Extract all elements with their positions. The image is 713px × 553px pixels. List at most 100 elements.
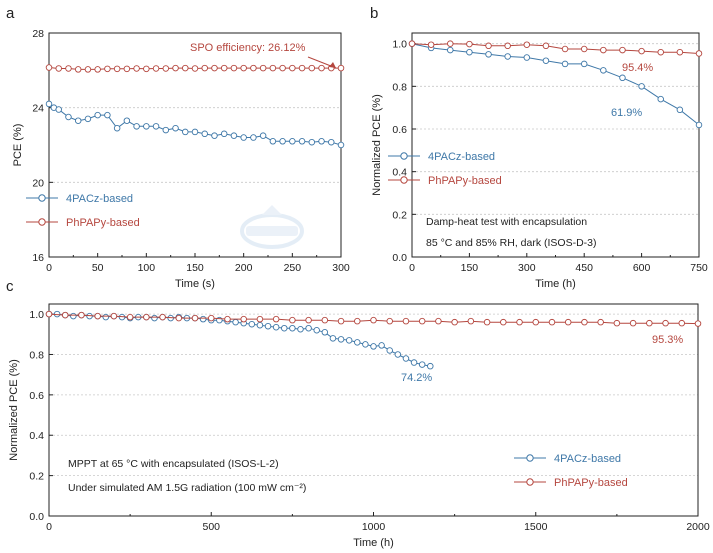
- data-point: [133, 123, 140, 130]
- data-point: [152, 65, 160, 72]
- data-point: [143, 123, 150, 130]
- x-tick-label: 50: [92, 262, 104, 274]
- data-point: [581, 318, 588, 326]
- data-point: [264, 322, 272, 330]
- data-point: [394, 351, 402, 358]
- data-point: [201, 130, 208, 138]
- data-point: [695, 50, 703, 57]
- data-point: [102, 313, 110, 321]
- panel-c: c 0 500 1000 1500 2000 0.0 0.2 0.4 0.6 0.8 1.0 Time …: [6, 278, 710, 549]
- data-point: [523, 41, 531, 48]
- y-axis-label: PCE (%): [12, 124, 24, 167]
- data-point: [211, 132, 218, 139]
- y-tick-label: 24: [32, 103, 44, 115]
- data-point: [345, 337, 353, 344]
- data-point: [182, 128, 189, 136]
- data-point: [402, 355, 410, 362]
- data-point: [65, 65, 72, 72]
- x-axis-label: Time (h): [535, 278, 576, 290]
- data-point: [61, 311, 69, 319]
- data-point: [485, 42, 492, 50]
- data-point: [362, 341, 369, 348]
- data-point: [321, 316, 329, 324]
- x-tick-label: 100: [138, 262, 156, 274]
- data-point: [321, 329, 329, 336]
- data-point: [45, 100, 53, 108]
- panel-letter: b: [370, 5, 378, 22]
- data-point: [386, 317, 393, 325]
- x-axis-label: Time (s): [175, 278, 215, 290]
- data-point: [94, 312, 101, 320]
- data-point: [451, 318, 458, 326]
- data-point: [94, 111, 101, 119]
- data-point: [532, 318, 540, 326]
- data-point: [281, 324, 288, 332]
- legend-marker: [526, 454, 534, 462]
- data-point: [250, 64, 257, 72]
- data-point: [272, 323, 280, 331]
- data-point: [580, 60, 588, 68]
- data-point: [84, 115, 92, 123]
- y-tick-label: 0.2: [29, 471, 44, 483]
- data-point: [289, 324, 296, 332]
- data-point: [110, 312, 118, 320]
- data-point: [104, 111, 111, 119]
- data-point: [305, 316, 312, 324]
- data-point: [638, 47, 645, 55]
- data-point: [427, 362, 434, 370]
- watermark-logo: [240, 205, 304, 249]
- data-point: [211, 64, 218, 72]
- data-point: [113, 124, 121, 132]
- data-point: [272, 315, 280, 323]
- data-point: [523, 54, 531, 61]
- x-tick-label: 600: [633, 262, 651, 274]
- data-point: [467, 317, 475, 325]
- data-point: [289, 138, 296, 145]
- data-point: [191, 314, 199, 322]
- end-value-label: 95.3%: [652, 334, 683, 346]
- data-point: [289, 316, 296, 324]
- legend-marker: [526, 478, 534, 486]
- data-point: [279, 64, 286, 72]
- data-point: [447, 46, 454, 54]
- panel-a: a 0 50 100 150 200 250 300 16 20 24 28 Time (s) PCE (…: [6, 5, 350, 290]
- legend-marker: [38, 194, 46, 202]
- data-point: [600, 67, 607, 74]
- data-point: [657, 95, 664, 103]
- data-point: [256, 321, 264, 329]
- data-point: [662, 319, 669, 327]
- data-point: [354, 317, 361, 325]
- data-point: [646, 319, 653, 327]
- data-point: [678, 319, 686, 327]
- data-point: [248, 320, 256, 328]
- end-value-label: 74.2%: [401, 372, 432, 384]
- x-tick-label: 0: [46, 521, 52, 533]
- data-point: [504, 53, 511, 60]
- data-point: [354, 339, 361, 346]
- data-point: [240, 315, 247, 323]
- data-point: [113, 65, 121, 73]
- data-point: [224, 315, 231, 323]
- y-tick-label: 0.0: [392, 252, 407, 264]
- panel-letter: c: [6, 278, 14, 295]
- data-point: [318, 64, 325, 72]
- x-tick-label: 0: [409, 262, 415, 274]
- data-point: [70, 312, 77, 320]
- data-point: [657, 48, 664, 56]
- data-point: [427, 41, 435, 48]
- data-point: [370, 343, 377, 350]
- data-point: [84, 66, 92, 73]
- data-point: [289, 64, 296, 72]
- legend-marker: [400, 176, 408, 184]
- data-point: [676, 106, 684, 114]
- data-point: [199, 315, 207, 323]
- x-tick-label: 1500: [524, 521, 548, 533]
- data-point: [370, 316, 377, 324]
- data-point: [159, 313, 166, 321]
- legend-label: PhPAPy-based: [428, 175, 502, 187]
- data-point: [151, 314, 158, 322]
- note-text: Under simulated AM 1.5G radiation (100 m…: [68, 482, 306, 494]
- data-point: [78, 311, 85, 319]
- legend-label: 4PACz-based: [66, 193, 133, 205]
- x-tick-label: 750: [690, 262, 708, 274]
